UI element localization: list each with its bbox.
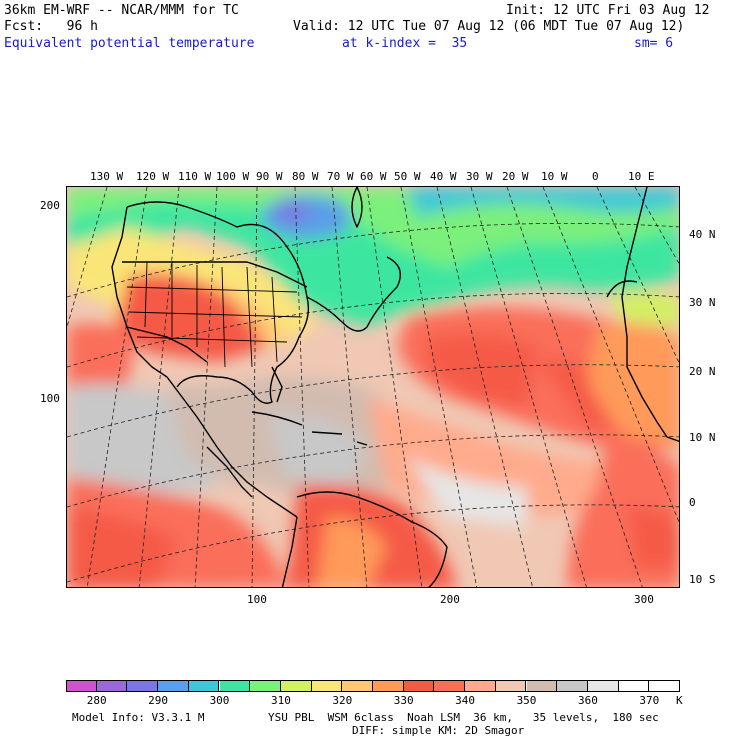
lon-label: 30 W: [466, 170, 493, 183]
lon-label: 0: [592, 170, 599, 183]
lat-label: 10 S: [689, 573, 716, 586]
lon-label: 80 W: [292, 170, 319, 183]
colorbar-swatch: [495, 680, 527, 692]
model-title: 36km EM-WRF -- NCAR/MMM for TC: [4, 3, 239, 18]
lon-label: 40 W: [430, 170, 457, 183]
grid-x-label: 300: [634, 593, 654, 606]
coastlines: [111, 187, 679, 587]
lat-label: 20 N: [689, 365, 716, 378]
lon-label: 50 W: [394, 170, 421, 183]
colorbar-label: 320: [332, 694, 353, 707]
colorbar-label: 370: [639, 694, 660, 707]
colorbar-units: K: [676, 694, 683, 707]
lon-label: 120 W: [136, 170, 170, 183]
colorbar-swatch: [158, 680, 189, 692]
colorbar-swatch: [618, 680, 650, 692]
colorbar-swatch: [373, 680, 404, 692]
model-info: Model Info: V3.3.1 M: [72, 711, 205, 724]
theta-e-map: [67, 187, 679, 587]
colorbar-swatch: [434, 680, 466, 692]
grid-y-label: 200: [40, 199, 60, 212]
lon-label: 20 W: [502, 170, 529, 183]
colorbar-swatch: [403, 680, 435, 692]
colorbar-swatch: [127, 680, 159, 692]
lon-label: 60 W: [360, 170, 387, 183]
colorbar-label: 340: [455, 694, 476, 707]
colorbar-swatch: [66, 680, 97, 692]
grid-x-label: 100: [247, 593, 267, 606]
colorbar-swatch: [250, 680, 281, 692]
lat-label: 10 N: [689, 431, 716, 444]
map-panel: [66, 186, 680, 588]
colorbar-label: 290: [148, 694, 169, 707]
colorbar-swatch: [280, 680, 312, 692]
colorbar-swatch: [557, 680, 588, 692]
lat-label: 0: [689, 496, 696, 509]
field-name: Equivalent potential temperature: [4, 36, 255, 51]
lat-label: 40 N: [689, 228, 716, 241]
lon-label: 100 W: [216, 170, 250, 183]
colorbar-swatch: [342, 680, 373, 692]
colorbar-label: 360: [577, 694, 598, 707]
colorbar-swatch: [96, 680, 128, 692]
smoothing-label: sm= 6: [634, 36, 674, 51]
physics-info: YSU PBL WSM 6class Noah LSM 36 km, 35 le…: [268, 711, 659, 724]
valid-time: Valid: 12 UTC Tue 07 Aug 12 (06 MDT Tue …: [293, 19, 685, 34]
lat-label: 30 N: [689, 296, 716, 309]
colorbar-swatch: [587, 680, 619, 692]
colorbar-swatch: [188, 680, 220, 692]
colorbar-label: 310: [270, 694, 291, 707]
forecast-hour: Fcst: 96 h: [4, 19, 98, 34]
theta-e-field: [67, 187, 679, 587]
diffusion-info: DIFF: simple KM: 2D Smagor: [352, 724, 525, 737]
init-time: Init: 12 UTC Fri 03 Aug 12: [506, 3, 710, 18]
colorbar-swatch: [219, 680, 251, 692]
colorbar-label: 280: [86, 694, 107, 707]
lon-label: 110 W: [178, 170, 212, 183]
colorbar-swatch: [465, 680, 496, 692]
state-borders: [126, 261, 303, 368]
lon-label: 10 W: [541, 170, 568, 183]
lon-label: 10 E: [628, 170, 655, 183]
grid-y-label: 100: [40, 392, 60, 405]
colorbar-label: 350: [516, 694, 537, 707]
lon-label: 70 W: [327, 170, 354, 183]
grid-x-label: 200: [440, 593, 460, 606]
colorbar-swatch: [649, 680, 680, 692]
colorbar-label: 330: [393, 694, 414, 707]
colorbar-swatch: [311, 680, 343, 692]
lon-label: 130 W: [90, 170, 124, 183]
level-label: at k-index = 35: [342, 36, 468, 51]
lon-label: 90 W: [256, 170, 283, 183]
colorbar-label: 300: [209, 694, 230, 707]
colorbar-swatch: [526, 680, 558, 692]
